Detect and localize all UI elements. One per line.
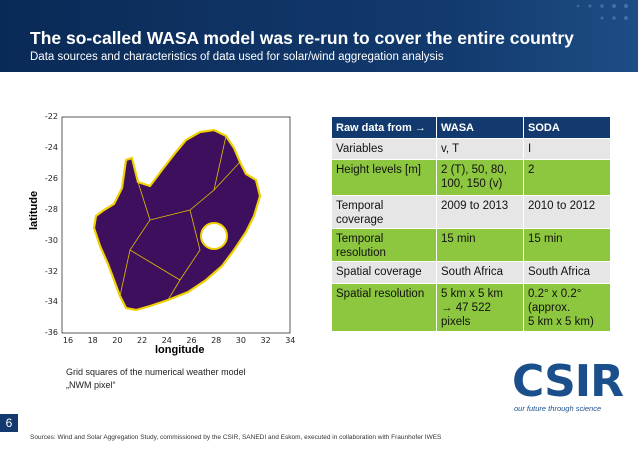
- x-tick-label: 32: [260, 336, 271, 345]
- cell-line: 5 km x 5 km: [441, 288, 503, 300]
- map-figure: [61, 116, 291, 334]
- cell-line: 100, 150 (v): [441, 178, 503, 190]
- caption-line: Grid squares of the numerical weather mo…: [66, 367, 246, 377]
- cell-line: v, T: [441, 143, 460, 155]
- sources: Sources: Wind and Solar Aggregation Stud…: [30, 434, 442, 441]
- table-cell: I: [524, 139, 610, 159]
- table-cell: 2: [524, 160, 610, 195]
- x-tick-label: 26: [186, 336, 197, 345]
- table-cell: South Africa: [524, 262, 610, 283]
- cell-line: Variables: [336, 143, 384, 155]
- cell-line: Height levels [m]: [336, 164, 422, 176]
- cell-line: Temporal: [336, 233, 384, 245]
- y-tick-label: -28: [44, 204, 58, 214]
- dot-pattern: [576, 3, 629, 20]
- table-cell: South Africa: [437, 262, 523, 283]
- y-tick-label: -24: [44, 142, 58, 152]
- table-cell: 2009 to 2013: [437, 196, 523, 228]
- x-tick-label: 28: [211, 336, 222, 345]
- header-cell: Raw data from →: [332, 117, 436, 138]
- y-tick-label: -22: [44, 112, 58, 121]
- y-tick-label: -30: [44, 235, 58, 245]
- table-cell: 5 km x 5 km → 47 522 pixels: [437, 284, 523, 331]
- page-number: 6: [0, 414, 18, 432]
- header-cell: SODA: [524, 117, 610, 138]
- cell-line: Spatial coverage: [336, 266, 422, 278]
- cell-line: resolution: [336, 247, 386, 259]
- cell-line: 2: [528, 164, 535, 176]
- country-shape: [92, 128, 262, 312]
- x-tick-label: 30: [235, 336, 246, 345]
- cell-line: I: [528, 143, 532, 155]
- table-cell: v, T: [437, 139, 523, 159]
- cell-line: coverage: [336, 214, 384, 226]
- cell-line: 2009 to 2013: [441, 200, 509, 212]
- cell-line: (approx.: [528, 302, 571, 314]
- tagline: our future through science: [514, 404, 602, 413]
- caption-line: „NWM pixel“: [66, 380, 116, 390]
- cell-line: 5 km x 5 km): [528, 316, 594, 328]
- region-borders: [119, 135, 241, 301]
- cell-line: Temporal: [336, 200, 384, 212]
- x-tick-label: 22: [137, 336, 148, 345]
- table-cell: 2010 to 2012: [524, 196, 610, 228]
- x-tick-label: 34: [285, 336, 296, 345]
- cell-line: 0.2° x 0.2°: [528, 288, 582, 300]
- title: The so-called WASA model was re-run to c…: [30, 28, 574, 48]
- table-cell: 2 (T), 50, 80, 100, 150 (v): [437, 160, 523, 195]
- table-cell: 15 min: [524, 229, 610, 261]
- cell-line: 15 min: [528, 233, 563, 245]
- logo: CSIR: [512, 356, 624, 407]
- y-tick-label: -26: [44, 173, 58, 183]
- table-cell: 15 min: [437, 229, 523, 261]
- cell-line: South Africa: [528, 266, 591, 278]
- y-axis-label: latitude: [28, 190, 40, 230]
- lesotho: [200, 222, 228, 250]
- table-cell: Variables: [332, 139, 436, 159]
- x-tick-label: 18: [87, 336, 98, 345]
- y-tick-label: -32: [44, 266, 58, 276]
- table-cell: Spatial coverage: [332, 262, 436, 283]
- cell-line: → 47 522: [441, 302, 491, 314]
- cell-line: South Africa: [441, 266, 504, 278]
- cell-line: 2010 to 2012: [528, 200, 596, 212]
- table-cell: Temporal resolution: [332, 229, 436, 261]
- x-axis-label: longitude: [155, 344, 205, 356]
- y-tick-label: -34: [44, 297, 58, 307]
- table-cell: Temporal coverage: [332, 196, 436, 228]
- y-tick-label: -36: [44, 328, 58, 338]
- x-tick-label: 24: [161, 336, 172, 345]
- cell-line: pixels: [441, 316, 471, 328]
- header-cell: WASA: [437, 117, 523, 138]
- table-cell: Height levels [m]: [332, 160, 436, 195]
- table-cell: Spatial resolution: [332, 284, 436, 331]
- table-cell: 0.2° x 0.2° (approx. 5 km x 5 km): [524, 284, 610, 331]
- cell-line: 2 (T), 50, 80,: [441, 164, 507, 176]
- subtitle: Data sources and characteristics of data…: [30, 51, 444, 63]
- header-band: [0, 0, 638, 72]
- caption: Grid squares of the numerical weather mo…: [66, 366, 246, 392]
- cell-line: 15 min: [441, 233, 476, 245]
- x-tick-label: 16: [62, 336, 74, 345]
- x-tick-label: 20: [112, 336, 123, 345]
- cell-line: Spatial resolution: [336, 288, 425, 300]
